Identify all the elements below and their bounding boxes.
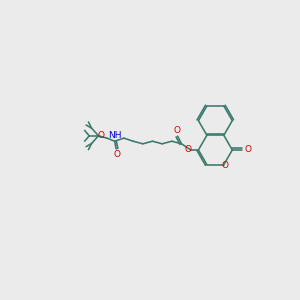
Text: O: O [184,145,191,154]
Text: O: O [173,126,180,135]
Text: NH: NH [108,131,122,140]
Text: O: O [221,161,228,170]
Text: O: O [98,131,105,140]
Text: O: O [244,146,251,154]
Text: O: O [113,150,121,159]
